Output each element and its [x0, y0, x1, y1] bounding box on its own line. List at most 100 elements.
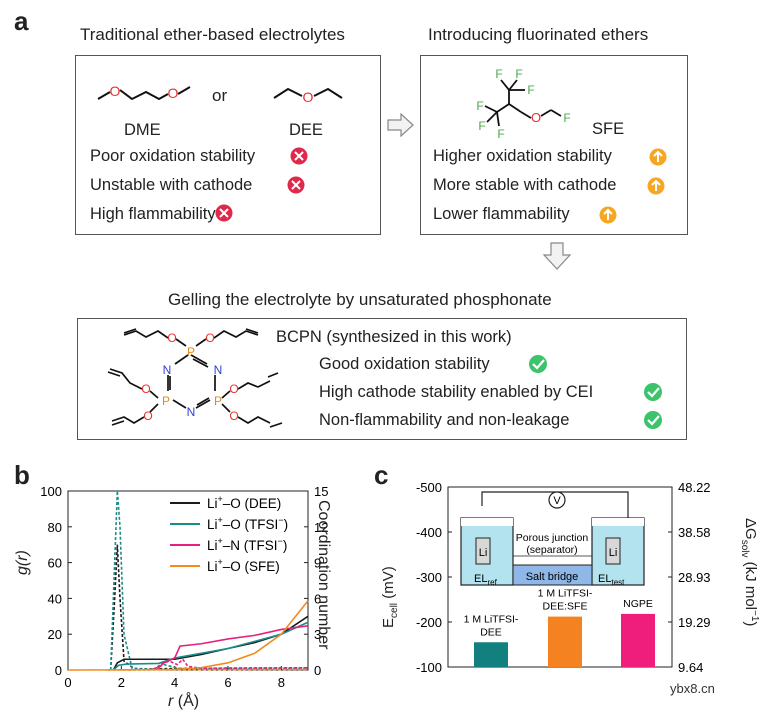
rdf-plot-frame — [67, 490, 309, 671]
bcpn-box: P O O N N P P N O O O O BCPN (synthesize… — [77, 318, 687, 440]
axis-text: Coordination number — [315, 500, 332, 650]
watermark: ybx8.cn — [670, 681, 715, 696]
row-high-cathode-cei: High cathode stability enabled by CEI — [319, 383, 593, 402]
x-tick-label: 8 — [278, 675, 285, 690]
bar-label: NGPE — [623, 598, 653, 610]
x-tick-label: 0 — [64, 675, 71, 690]
y-right-tick-label: 9.64 — [678, 660, 703, 675]
svg-text:O: O — [229, 409, 238, 423]
row-label: Poor oxidation stability — [90, 147, 256, 165]
right-arrow-icon — [387, 113, 414, 137]
y-right-tick-label: 9 — [314, 556, 321, 571]
y-right-tick-label: 6 — [314, 591, 321, 606]
li-right-label: Li — [609, 547, 618, 559]
panel-a-letter: a — [14, 6, 29, 36]
el-test-label: ELtest — [598, 573, 625, 587]
row-label: More stable with cathode — [433, 176, 617, 194]
svg-text:O: O — [143, 409, 152, 423]
traditional-ethers-box: O O O or DME DEE Poor oxidation stabilit… — [75, 55, 381, 235]
svg-text:F: F — [515, 67, 522, 81]
row-good-oxidation: Good oxidation stability — [319, 355, 490, 374]
dme-structure — [97, 86, 191, 101]
rdf-right-axis-label: Coordination number — [314, 500, 332, 670]
y-right-tick-label: 28.93 — [678, 570, 711, 585]
cn-series-line — [67, 600, 309, 671]
bar — [548, 616, 582, 667]
cn-series-line — [112, 615, 309, 671]
dme-oxygen-1: O — [110, 83, 121, 99]
up-arrow-icon — [599, 206, 617, 224]
svg-text:F: F — [563, 111, 570, 125]
row-label: Unstable with cathode — [90, 176, 253, 194]
axis-text: g(r) — [14, 550, 31, 575]
row-high-flammability: High flammability — [90, 205, 216, 224]
y-tick-label: -300 — [416, 570, 442, 585]
cn-series-line — [155, 625, 309, 671]
svg-text:F: F — [476, 99, 483, 113]
cross-icons — [215, 147, 308, 222]
gelling-header: Gelling the electrolyte by unsaturated p… — [168, 290, 552, 309]
bcpn-p-top: P — [187, 345, 195, 359]
check-icons — [529, 355, 662, 429]
axis-unit: (kJ mol — [742, 561, 759, 610]
rdf-y-axis-label: g(r) — [14, 550, 32, 575]
y-tick-label: -200 — [416, 615, 442, 630]
sfe-label: SFE — [592, 120, 625, 138]
row-lower-flammability: Lower flammability — [433, 205, 570, 224]
y-tick-label: 80 — [48, 520, 62, 535]
row-label: High cathode stability enabled by CEI — [319, 383, 594, 401]
axis-sup: −1 — [749, 610, 760, 622]
y-tick-label: 100 — [40, 484, 62, 499]
sfe-structure: F F F F F F O F — [476, 67, 570, 141]
row-label: Non-flammability and non-leakage — [319, 411, 570, 429]
y-tick-label: 0 — [55, 663, 62, 678]
legend-entry: Li+–O (TFSI−) — [207, 515, 288, 532]
x-tick-label: 6 — [224, 675, 231, 690]
legend-entry: Li+–N (TFSI−) — [207, 536, 287, 553]
dme-dee-structures: O O O — [97, 83, 343, 105]
y-right-tick-label: 12 — [314, 520, 328, 535]
axis-end: ) — [742, 621, 759, 627]
y-right-tick-label: 0 — [314, 663, 321, 678]
panel-c-letter: c — [374, 460, 389, 490]
axis-text: E — [380, 617, 397, 628]
svg-text:F: F — [497, 127, 504, 141]
bcpn-p-left: P — [162, 394, 170, 408]
separator-label: (separator) — [526, 544, 577, 556]
down-arrow-icon — [542, 242, 572, 270]
row-more-stable-cathode: More stable with cathode — [433, 176, 616, 195]
svg-text:N: N — [187, 405, 196, 419]
panel-b-letter: b — [14, 460, 30, 490]
axis-unit: (Å) — [177, 693, 200, 710]
svg-text:O: O — [167, 331, 176, 345]
rdf-x-axis-label: r (Å) — [168, 693, 199, 711]
svg-text:O: O — [531, 110, 541, 125]
bar — [474, 642, 508, 667]
up-icons — [599, 148, 667, 224]
bar-label: 1 M LiTFSI- — [538, 588, 593, 600]
y-tick-label: 40 — [48, 591, 62, 606]
y-right-tick-label: 19.29 — [678, 615, 711, 630]
axis-sub: cell — [389, 602, 400, 618]
dee-label: DEE — [289, 121, 323, 139]
axis-unit: (mV) — [380, 566, 397, 599]
svg-text:F: F — [527, 83, 534, 97]
axis-sub: solv — [739, 539, 750, 558]
or-text: or — [212, 86, 228, 105]
row-label: Good oxidation stability — [319, 355, 490, 373]
up-arrow-icon — [647, 177, 665, 195]
dee-structure — [273, 87, 343, 99]
ecell-chart: -500 48.22 -400 38.58 -300 28.93 -200 19.29 -100… — [416, 480, 711, 675]
bcpn-structure: P O O N N P P N O O O O — [107, 328, 283, 428]
el-ref-label: ELref — [474, 573, 498, 587]
dme-label: DME — [124, 121, 161, 139]
up-arrow-icon — [649, 148, 667, 166]
y-tick-label: 60 — [48, 556, 62, 571]
y-right-tick-label: 38.58 — [678, 525, 711, 540]
cross-icon — [215, 204, 233, 222]
x-tick-label: 2 — [118, 675, 125, 690]
y-right-tick-label: 15 — [314, 484, 328, 499]
dme-oxygen-2: O — [168, 85, 179, 101]
svg-text:F: F — [495, 67, 502, 81]
